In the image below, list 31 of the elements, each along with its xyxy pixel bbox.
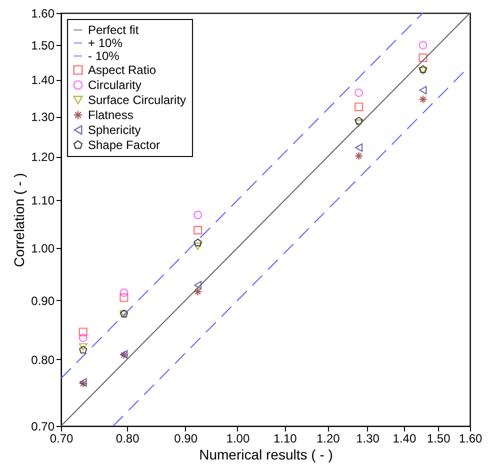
x-tick-label: 0.70: [50, 432, 74, 446]
x-tick-label: 0.90: [174, 432, 198, 446]
x-tick-label: 1.40: [392, 432, 416, 446]
legend-label: Flatness: [88, 108, 134, 122]
legend-label: Surface Circularity: [88, 93, 186, 107]
x-tick-label: 1.00: [226, 432, 250, 446]
y-tick-label: 1.10: [31, 194, 55, 208]
legend-label: Perfect fit: [88, 23, 140, 37]
legend-label: + 10%: [88, 36, 123, 50]
y-tick-label: 0.70: [31, 420, 55, 434]
y-axis-title: Correlation ( - ): [11, 172, 28, 268]
legend-label: Aspect Ratio: [88, 63, 156, 77]
x-tick-label: 1.20: [316, 432, 340, 446]
x-axis-title: Numerical results ( - ): [199, 446, 333, 462]
y-tick-label: 1.00: [31, 241, 55, 256]
legend-label: Shape Factor: [88, 138, 160, 152]
y-tick-label: 0.90: [31, 294, 55, 308]
x-tick-label: 1.60: [458, 432, 482, 446]
y-tick-label: 1.60: [31, 6, 55, 20]
x-tick-label: 1.50: [426, 432, 451, 446]
y-tick-label: 1.20: [31, 150, 55, 164]
x-tick-label: 1.30: [356, 432, 380, 446]
y-tick-label: 0.80: [31, 352, 55, 367]
x-tick-label: 1.10: [273, 432, 298, 446]
x-tick-label: 0.80: [116, 432, 140, 446]
legend-label: Sphericity: [88, 123, 141, 137]
legend-label: - 10%: [88, 49, 120, 63]
y-tick-label: 1.40: [31, 73, 55, 88]
y-tick-label: 1.30: [31, 110, 55, 124]
legend-label: Circularity: [88, 78, 142, 92]
y-tick-label: 1.50: [31, 38, 55, 53]
